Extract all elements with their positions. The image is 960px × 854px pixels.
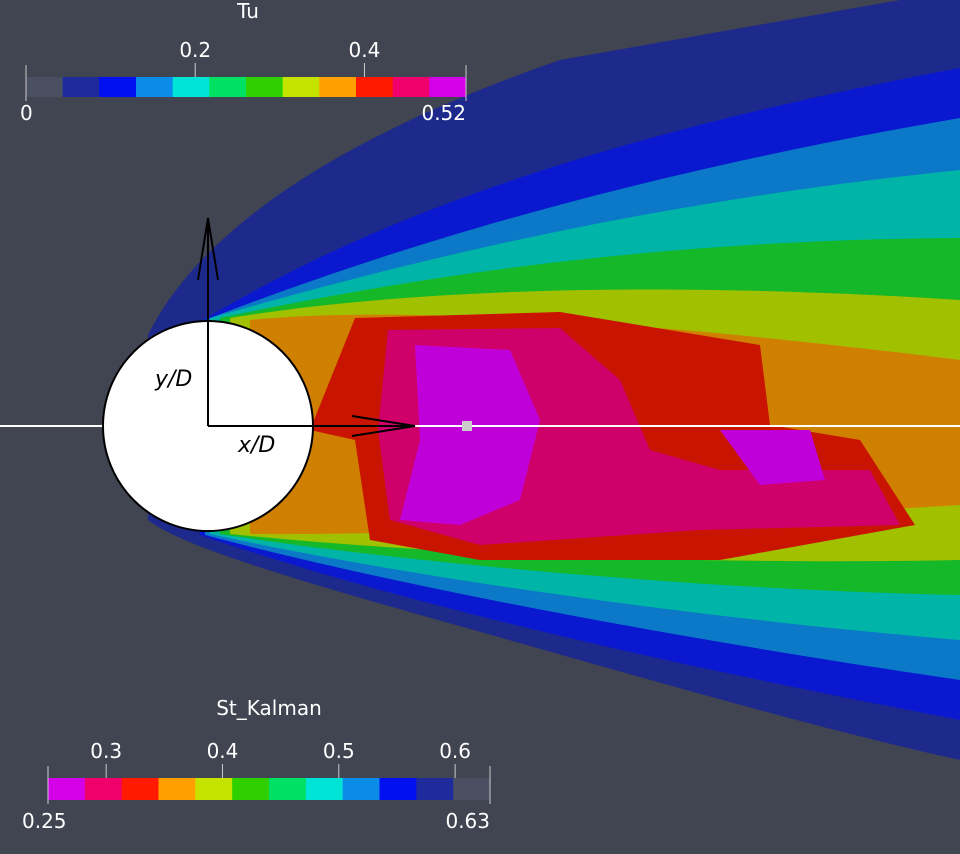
axes-glyph (197, 217, 416, 437)
color-swatch (453, 778, 491, 800)
color-swatch (195, 778, 233, 800)
color-swatch (172, 77, 210, 97)
tick-label: 0.3 (90, 739, 122, 763)
color-swatch (356, 77, 394, 97)
x-arrow-head (351, 415, 416, 437)
colorbar-title: St_Kalman (216, 696, 322, 720)
color-swatch (158, 778, 196, 800)
contour-field (148, 0, 960, 760)
tick-label: 0.6 (439, 739, 471, 763)
color-swatch (269, 778, 307, 800)
color-swatch (48, 778, 86, 800)
color-swatch (319, 77, 357, 97)
y-arrow-head (197, 217, 219, 281)
color-swatch (26, 77, 64, 97)
color-swatch (429, 77, 467, 97)
color-swatch (282, 77, 320, 97)
range-min: 0 (20, 101, 33, 125)
tick-label: 0.4 (207, 739, 239, 763)
color-swatch (416, 778, 454, 800)
range-min: 0.25 (22, 809, 67, 833)
tick-label: 0.4 (349, 38, 381, 62)
probe-point (462, 421, 472, 431)
range-max: 0.52 (421, 101, 466, 125)
tick-label: 0.5 (323, 739, 355, 763)
color-swatch (84, 778, 123, 800)
color-swatch (62, 77, 100, 97)
x-label: x/D (237, 433, 275, 458)
tick-label: 0.2 (179, 38, 211, 62)
color-swatch (379, 778, 417, 800)
y-label: y/D (154, 367, 192, 392)
color-swatch (136, 77, 174, 97)
color-swatch (305, 778, 344, 800)
color-swatch (99, 77, 137, 97)
color-swatch (246, 77, 284, 97)
band (720, 430, 825, 485)
range-max: 0.63 (445, 809, 490, 833)
color-swatch (209, 77, 247, 97)
color-swatch (392, 77, 430, 97)
color-swatch (232, 778, 270, 800)
band (400, 345, 540, 525)
colorbar-title: Tu (236, 0, 259, 23)
color-swatch (342, 778, 380, 800)
color-swatch (121, 778, 159, 800)
